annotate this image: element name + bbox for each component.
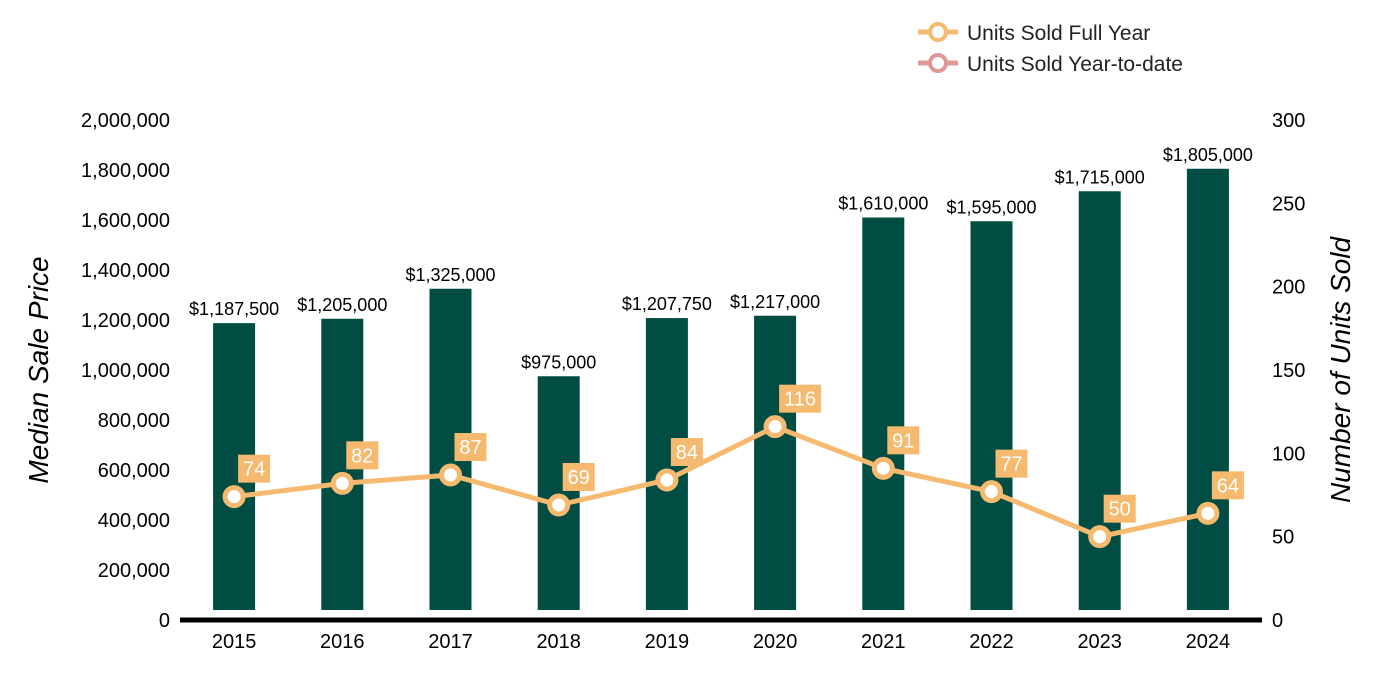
line-point: [547, 493, 571, 517]
point-value-label: 64: [1217, 475, 1239, 497]
bar: [754, 315, 797, 610]
legend: Units Sold Full Year Units Sold Year-to-d…: [918, 22, 1183, 76]
y2-tick-label: 150: [1272, 360, 1305, 382]
y-tick-label: 1,400,000: [81, 260, 170, 282]
bar-value-label: $1,325,000: [405, 265, 495, 285]
bar-value-label: $975,000: [521, 352, 596, 372]
y2-tick-label: 300: [1272, 110, 1305, 132]
line-point: [655, 468, 679, 492]
x-tick-label: 2020: [753, 631, 798, 653]
y2-tick-label: 250: [1272, 193, 1305, 215]
point-label-box: [670, 438, 703, 466]
bar-value-label: $1,187,500: [189, 299, 279, 319]
bar: [1186, 168, 1229, 610]
point-value-label: 69: [568, 467, 590, 489]
legend-marker: [928, 53, 948, 73]
y-tick-label: 0: [159, 610, 170, 632]
bar-value-label: $1,217,000: [730, 292, 820, 312]
y-tick-label: 600,000: [98, 460, 170, 482]
x-tick-label: 2024: [1186, 631, 1231, 653]
bar: [970, 221, 1013, 610]
y-tick-label: 1,000,000: [81, 360, 170, 382]
y-axis-right: 0 50 100 150 200 250 300: [1272, 110, 1305, 632]
line-point: [980, 480, 1003, 504]
y-tick-label: 2,000,000: [81, 110, 170, 132]
bar-value-label: $1,207,750: [622, 294, 712, 314]
bar-value-label: $1,805,000: [1163, 145, 1253, 165]
point-label-box: [562, 463, 595, 491]
line-point: [330, 471, 354, 495]
y2-tick-label: 50: [1272, 527, 1294, 549]
point-value-label: 116: [784, 389, 816, 411]
y2-tick-label: 200: [1272, 277, 1305, 299]
legend-label: Units Sold Year-to-date: [967, 53, 1183, 76]
line-point: [871, 456, 895, 480]
point-value-label: 84: [676, 442, 698, 464]
x-tick-label: 2017: [428, 631, 473, 653]
point-label-box: [1211, 471, 1244, 500]
point-value-label: 87: [459, 437, 481, 459]
units-line: [233, 424, 1209, 540]
point-label-box: [346, 441, 379, 470]
x-tick-label: 2019: [645, 631, 690, 653]
y-tick-label: 1,200,000: [81, 310, 170, 332]
y2-axis-title: Number of Units Sold: [1325, 236, 1356, 504]
line-point: [763, 415, 787, 439]
y-axis-title: Median Sale Price: [23, 256, 54, 483]
point-value-label: 74: [243, 459, 265, 481]
line-point: [1196, 501, 1220, 525]
x-tick-label: 2015: [212, 631, 257, 653]
y2-tick-label: 100: [1272, 443, 1305, 465]
legend-label: Units Sold Full Year: [967, 22, 1150, 45]
point-label-box: [887, 426, 920, 455]
x-tick-label: 2018: [536, 631, 581, 653]
y-tick-label: 200,000: [98, 560, 170, 582]
x-tick-label: 2021: [861, 631, 906, 653]
y-tick-label: 800,000: [98, 410, 170, 432]
line-point: [1088, 525, 1112, 549]
point-label-box: [454, 433, 487, 461]
point-label-box: [238, 454, 271, 483]
legend-marker: [928, 22, 948, 42]
point-value-label: 82: [351, 445, 373, 467]
point-value-label: 50: [1109, 499, 1131, 521]
line-point: [439, 463, 462, 487]
line-point: [222, 485, 246, 509]
point-label-box: [1103, 494, 1136, 523]
y-tick-label: 400,000: [98, 510, 170, 532]
y-axis-left: 0 200,000 400,000 600,000 800,000 1,000,000 1,…: [81, 110, 170, 632]
bar: [537, 376, 580, 610]
point-value-label: 77: [1000, 454, 1022, 476]
point-value-label: 91: [892, 430, 914, 452]
x-axis: 2015 2016 2017 2018 2019 2020 2021 2022 2023 2024: [212, 631, 1230, 653]
bar-value-label: $1,715,000: [1055, 167, 1145, 187]
units-line-series: 74 82 87 69 84 116 91 77 50 64: [222, 384, 1244, 549]
bar-value-label: $1,610,000: [838, 194, 928, 214]
x-tick-label: 2023: [1077, 631, 1122, 653]
point-label-box: [779, 384, 822, 413]
y-tick-label: 1,800,000: [81, 160, 170, 182]
y-tick-label: 1,600,000: [81, 210, 170, 232]
y2-tick-label: 0: [1272, 610, 1283, 632]
x-tick-label: 2022: [969, 631, 1014, 653]
bar-value-label: $1,595,000: [946, 197, 1036, 217]
x-tick-label: 2016: [320, 631, 365, 653]
point-label-box: [995, 449, 1028, 478]
bar: [862, 217, 905, 610]
bar-value-label: $1,205,000: [297, 295, 387, 315]
